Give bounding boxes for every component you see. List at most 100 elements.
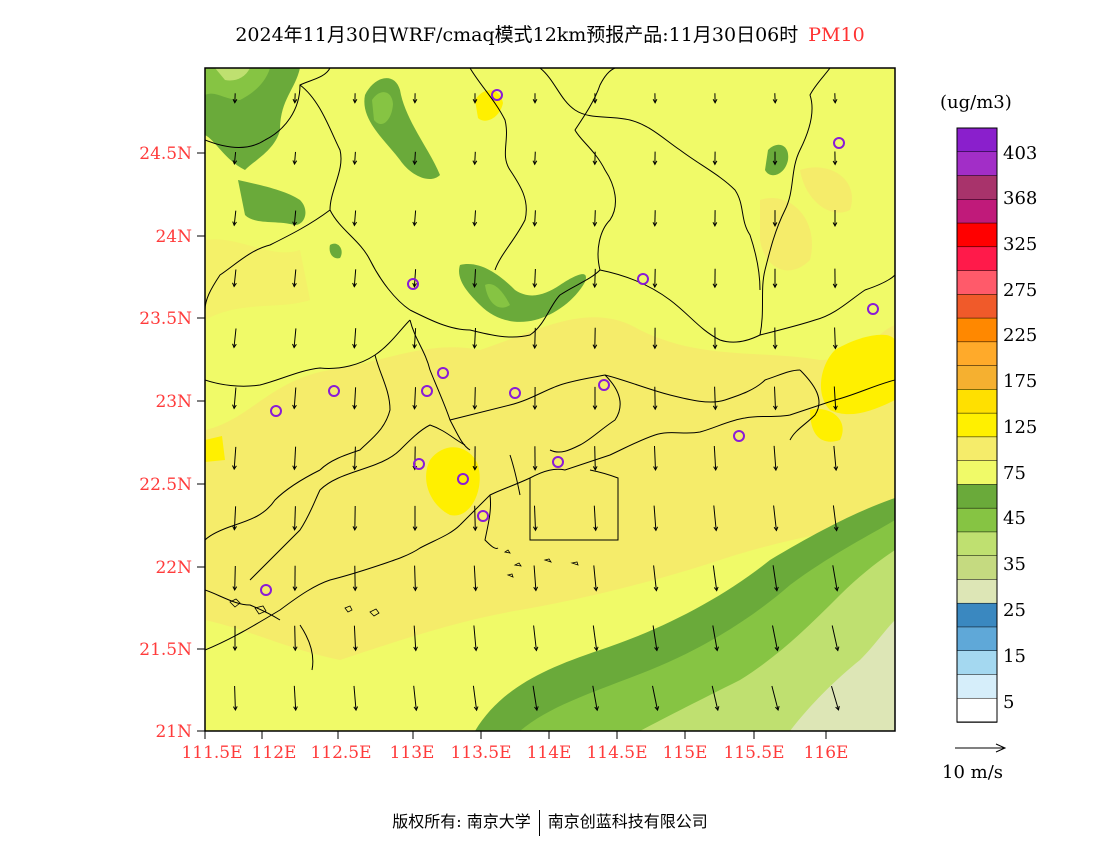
wind-vector <box>652 685 658 711</box>
colorbar-label: 75 <box>1003 463 1026 484</box>
wind-vector-head <box>352 221 358 227</box>
wind-vector <box>234 685 236 711</box>
wind-vector-head <box>772 344 778 350</box>
wind-vector <box>413 685 417 711</box>
wind-vector <box>774 386 776 410</box>
wind-legend-label: 10 m/s <box>942 762 1003 783</box>
wind-vector-head <box>472 526 478 532</box>
colorbar-swatch <box>956 246 998 272</box>
lat-label: 23.5N <box>139 309 192 329</box>
colorbar-swatch <box>956 436 998 462</box>
wind-vector-head <box>593 526 598 532</box>
wind-vector-head <box>292 526 298 531</box>
wind-vector <box>233 151 237 165</box>
wind-vector-head <box>652 98 658 104</box>
wind-vector-head <box>652 222 658 227</box>
wind-vector <box>532 685 538 711</box>
wind-vector-head <box>834 586 839 592</box>
colorbar-swatch <box>956 341 998 367</box>
colorbar-frame <box>956 127 998 723</box>
wind-vector-head <box>772 222 778 227</box>
wind-vector-head <box>714 706 720 712</box>
colorbar-swatch <box>956 270 998 296</box>
wind-vector <box>474 387 476 409</box>
lat-label: 22.5N <box>139 475 192 495</box>
wind-vector-head <box>472 344 478 350</box>
colorbar-swatch <box>956 222 998 248</box>
wind-vector-head <box>532 98 538 104</box>
coastal-islands <box>229 549 579 617</box>
wind-vector-head <box>652 344 658 350</box>
wind-vector <box>474 210 476 226</box>
colorbar-swatches <box>956 127 998 723</box>
wind-vector-head <box>773 526 779 532</box>
colorbar-label: 325 <box>1003 234 1037 255</box>
wind-vector-head <box>532 526 538 532</box>
wind-vector <box>772 565 778 591</box>
station-marker <box>637 273 649 285</box>
wind-vector <box>474 505 476 531</box>
colorbar-swatch <box>956 199 998 224</box>
wind-vector <box>233 210 237 226</box>
wind-vector <box>534 151 536 165</box>
wind-legend: 10 m/s <box>942 743 1007 783</box>
lon-label: 112E <box>252 743 297 763</box>
colorbar-swatch <box>956 389 998 414</box>
wind-vector <box>413 210 417 226</box>
wind-vector-head <box>775 705 780 712</box>
colorbar-swatch <box>956 626 998 652</box>
wind-vector <box>413 269 417 287</box>
wind-vector <box>831 685 839 711</box>
station-marker <box>552 456 564 468</box>
colorbar-swatch <box>956 602 998 628</box>
lat-label: 22N <box>155 558 192 578</box>
wind-vector-head <box>774 646 780 652</box>
wind-vector-head <box>473 706 479 712</box>
station-marker <box>457 473 469 485</box>
wind-vector <box>534 268 536 288</box>
colorbar-label: 15 <box>1003 646 1026 667</box>
wind-legend-arrowhead <box>995 743 1007 753</box>
wind-vector-head <box>713 466 718 472</box>
wind-vector <box>712 625 718 651</box>
wind-vector <box>712 565 718 591</box>
wind-vector-head <box>593 646 599 652</box>
wind-vector-head <box>652 405 658 411</box>
wind-vector-head <box>292 160 298 166</box>
wind-vector <box>711 685 719 711</box>
wind-vector-head <box>232 98 238 104</box>
station-marker <box>491 89 503 101</box>
wind-vector-head <box>412 404 418 410</box>
wind-vector-head <box>772 405 778 411</box>
lon-label: 111.5E <box>181 743 242 763</box>
wind-vector-head <box>292 646 298 652</box>
wind-vector <box>652 625 658 651</box>
wind-vector <box>474 269 476 287</box>
wind-vector <box>832 565 838 591</box>
wind-vector-head <box>352 526 358 532</box>
wind-vector-head <box>713 586 719 592</box>
wind-vector-head <box>232 282 237 288</box>
lon-label: 116E <box>804 743 849 763</box>
latitude-axis: 24.5N 24N 23.5N 23N 22.5N 22N 21.5N 21N <box>139 144 205 742</box>
colorbar-label: 35 <box>1003 554 1026 575</box>
wind-vector-head <box>232 706 238 712</box>
wind-vector-head <box>832 98 838 104</box>
wind-vector-head <box>592 283 598 289</box>
wind-vector-head <box>592 221 598 227</box>
wind-vector-head <box>835 705 840 711</box>
wind-vector <box>353 269 357 287</box>
colorbar-swatch <box>956 460 998 486</box>
wind-vector <box>773 505 777 531</box>
wind-vector <box>653 505 657 531</box>
wind-vector <box>234 565 236 591</box>
colorbar-label: 225 <box>1003 325 1037 346</box>
wind-vector-head <box>352 465 358 471</box>
wind-vector-head <box>532 465 538 471</box>
wind-vector-head <box>232 646 238 652</box>
wind-vector-head <box>832 344 838 350</box>
wind-vector-head <box>653 466 658 472</box>
wind-vector-head <box>834 646 840 652</box>
wind-vector <box>293 685 297 711</box>
